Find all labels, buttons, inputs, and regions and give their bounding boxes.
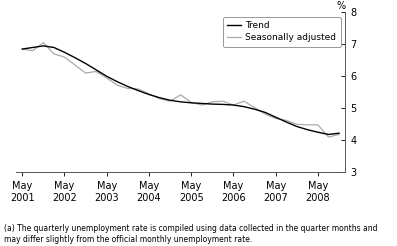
Text: (a) The quarterly unemployment rate is compiled using data collected in the quar: (a) The quarterly unemployment rate is c… — [4, 224, 378, 244]
Legend: Trend, Seasonally adjusted: Trend, Seasonally adjusted — [223, 17, 341, 46]
Text: %: % — [336, 1, 345, 11]
